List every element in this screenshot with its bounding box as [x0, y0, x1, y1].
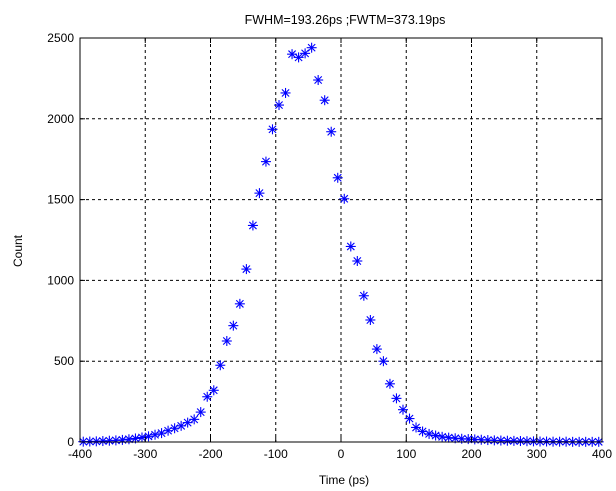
- y-tick-labels: 0 500 1000 1500 2000 2500: [47, 31, 74, 449]
- x-tick-label: 200: [461, 447, 481, 461]
- data-point: [274, 100, 285, 111]
- data-point: [339, 193, 350, 204]
- x-tick-label: 0: [338, 447, 345, 461]
- data-point: [332, 172, 343, 183]
- y-axis-label: Count: [11, 234, 25, 267]
- data-point: [234, 298, 245, 309]
- data-point: [495, 435, 506, 446]
- y-tick-label: 0: [67, 435, 74, 449]
- data-point: [378, 356, 389, 367]
- data-point: [397, 404, 408, 415]
- x-tick-label: -400: [68, 447, 92, 461]
- data-point: [143, 431, 154, 442]
- data-point: [221, 336, 232, 346]
- data-point: [384, 378, 395, 389]
- data-point: [176, 420, 187, 431]
- grid: [80, 38, 602, 442]
- data-point: [254, 188, 265, 199]
- data-point: [267, 124, 278, 135]
- data-series: [78, 42, 604, 447]
- data-point: [104, 435, 115, 446]
- data-point: [150, 429, 161, 440]
- data-point: [391, 393, 402, 404]
- data-point: [202, 391, 213, 402]
- data-point: [260, 156, 271, 167]
- x-tick-labels: -400 -300 -200 -100 0 100 200 300 400: [68, 447, 612, 461]
- data-point: [404, 413, 415, 424]
- data-point: [130, 433, 141, 444]
- x-tick-label: -100: [264, 447, 288, 461]
- data-point: [345, 241, 356, 252]
- y-tick-label: 2500: [47, 31, 74, 45]
- data-point: [247, 220, 258, 231]
- x-tick-label: 400: [592, 447, 612, 461]
- y-tick-label: 2000: [47, 112, 74, 126]
- data-point: [195, 407, 206, 418]
- data-point: [424, 428, 435, 439]
- data-point: [456, 433, 467, 444]
- data-point: [215, 360, 226, 371]
- data-point: [228, 320, 239, 331]
- x-tick-label: -200: [198, 447, 222, 461]
- x-tick-label: 300: [527, 447, 547, 461]
- data-point: [280, 87, 291, 98]
- data-point: [241, 264, 252, 275]
- data-point: [326, 126, 337, 137]
- data-point: [358, 290, 369, 301]
- y-tick-label: 1500: [47, 193, 74, 207]
- chart-title: FWHM=193.26ps ;FWTM=373.19ps: [245, 13, 446, 27]
- data-point: [371, 344, 382, 355]
- data-point: [352, 256, 363, 267]
- data-point: [182, 417, 193, 428]
- data-point: [319, 95, 330, 106]
- y-tick-label: 1000: [47, 273, 74, 287]
- data-point: [189, 414, 200, 425]
- data-point: [300, 48, 311, 59]
- x-tick-label: -300: [133, 447, 157, 461]
- data-point: [528, 436, 539, 447]
- data-point: [430, 430, 441, 441]
- data-point: [443, 432, 454, 443]
- data-point: [365, 314, 376, 325]
- x-tick-label: 100: [396, 447, 416, 461]
- data-point: [313, 75, 324, 86]
- data-point: [437, 431, 448, 442]
- data-point: [417, 426, 428, 437]
- data-point: [411, 422, 422, 433]
- x-axis-label: Time (ps): [319, 473, 369, 487]
- data-point: [293, 52, 304, 63]
- y-tick-label: 500: [54, 354, 74, 368]
- axis-ticks: [79, 37, 603, 443]
- data-point: [306, 42, 317, 53]
- data-point: [208, 385, 219, 396]
